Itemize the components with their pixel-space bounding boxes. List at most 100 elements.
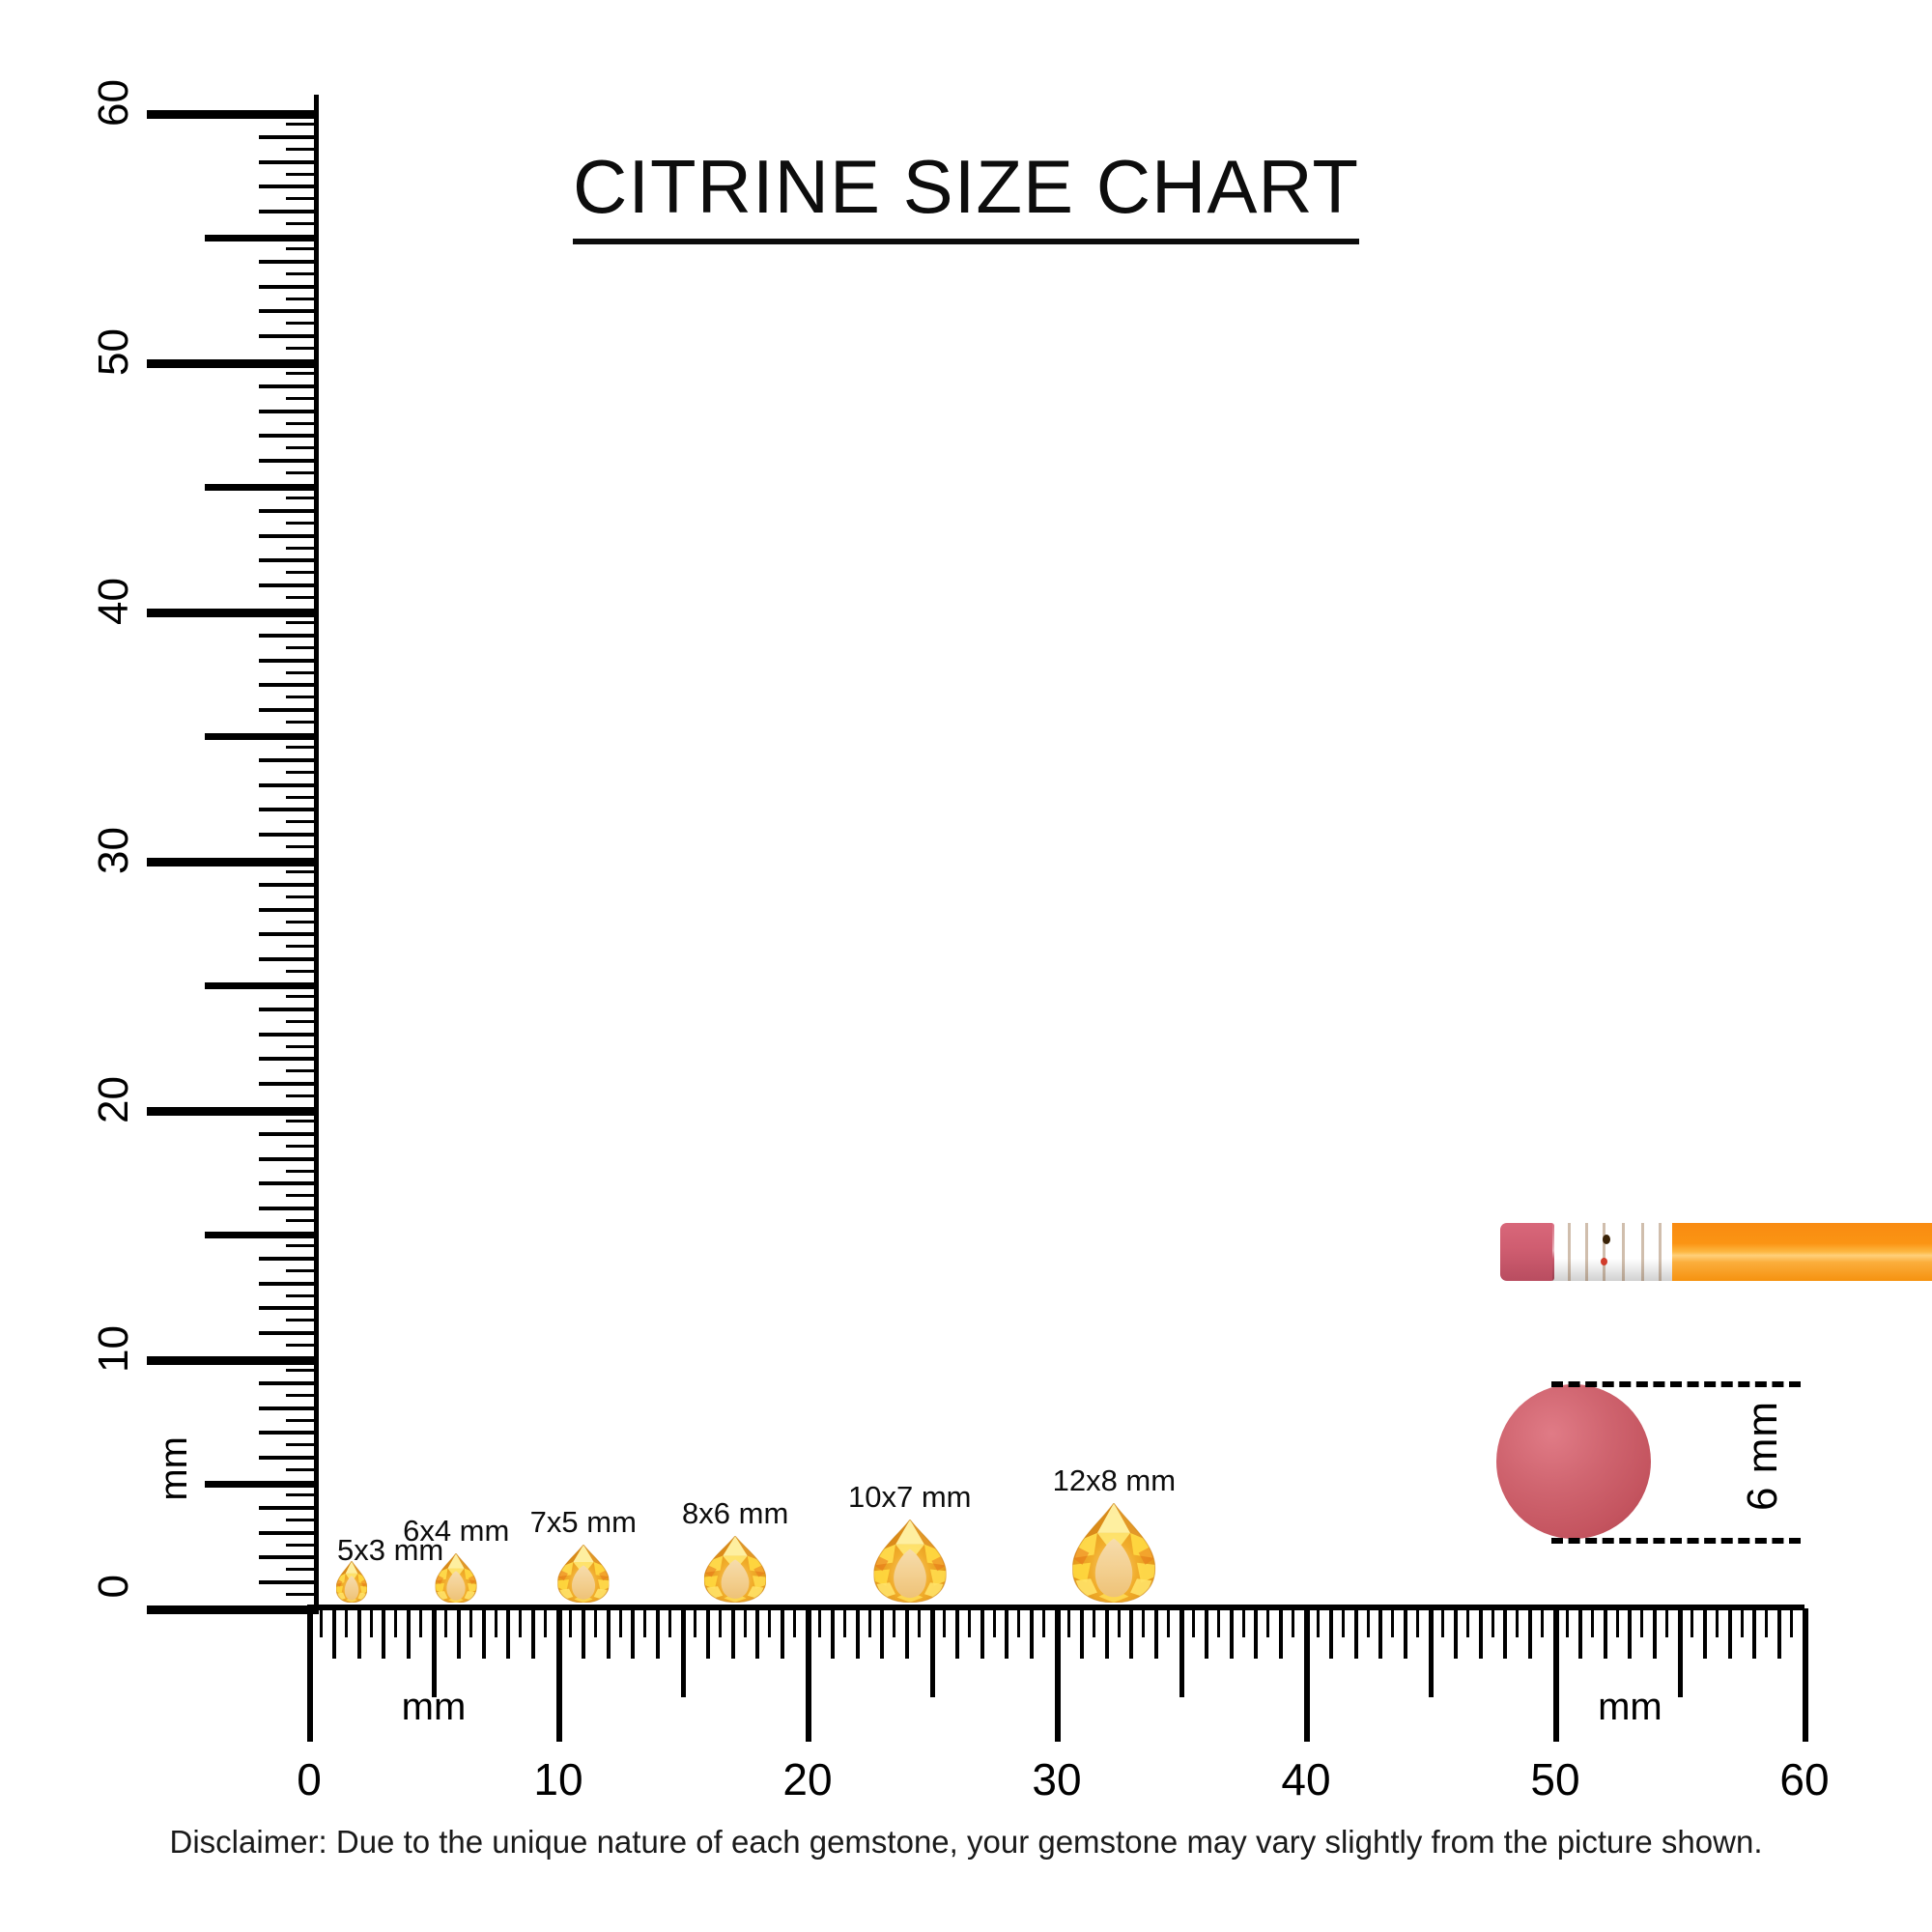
- dimension-line-top: [1551, 1381, 1801, 1387]
- ruler-tick: [286, 1194, 319, 1198]
- ruler-tick: [369, 1608, 373, 1637]
- ruler-tick: [1167, 1608, 1171, 1637]
- ruler-tick: [286, 371, 319, 375]
- ruler-tick: [205, 1481, 319, 1488]
- ruler-tick: [432, 1608, 437, 1697]
- ruler-tick: [286, 1119, 319, 1122]
- gemstone-shape[interactable]: [556, 1544, 611, 1607]
- disclaimer-text: Disclaimer: Due to the unique nature of …: [169, 1824, 1763, 1860]
- ruler-tick: [259, 683, 319, 688]
- pencil-ferrule-shine: [1552, 1223, 1674, 1281]
- ruler-tick: [1603, 1608, 1607, 1659]
- gemstone-item[interactable]: 7x5 mm: [530, 1505, 637, 1607]
- ruler-tick: [147, 609, 319, 617]
- horizontal-ruler: 0 10 20 30 40 50 60 mm mm: [297, 1608, 1830, 1804]
- ferrule-ring: [1585, 1223, 1588, 1281]
- ruler-tick: [1042, 1608, 1046, 1637]
- ruler-tick: [259, 1331, 319, 1336]
- ferrule-ring: [1641, 1223, 1644, 1281]
- gemstone-item[interactable]: 6x4 mm: [403, 1514, 509, 1607]
- ruler-tick: [286, 571, 319, 575]
- ruler-tick: [1765, 1608, 1769, 1637]
- ruler-tick: [259, 259, 319, 264]
- ruler-tick: [1577, 1608, 1582, 1659]
- ruler-tick: [806, 1608, 811, 1742]
- ruler-tick: [481, 1608, 486, 1659]
- ruler-tick: [286, 246, 319, 250]
- ruler-tick: [147, 858, 319, 867]
- ruler-tick: [259, 1306, 319, 1311]
- horizontal-ruler-unit: mm: [401, 1686, 467, 1728]
- horizontal-ruler-label: 50: [1530, 1754, 1580, 1804]
- ruler-tick: [286, 1219, 319, 1223]
- citrine-gem-icon: [872, 1519, 947, 1604]
- ruler-tick: [1366, 1608, 1370, 1637]
- ruler-tick: [286, 1492, 319, 1496]
- ruler-tick: [880, 1608, 885, 1659]
- ruler-tick: [259, 1032, 319, 1037]
- ruler-tick: [259, 1281, 319, 1286]
- ruler-tick: [1690, 1608, 1693, 1637]
- ruler-tick: [407, 1608, 412, 1659]
- citrine-gem-icon: [703, 1535, 767, 1604]
- ruler-tick: [286, 945, 319, 949]
- gemstone-item[interactable]: 8x6 mm: [682, 1496, 788, 1607]
- ruler-tick: [1740, 1608, 1744, 1637]
- ruler-tick: [1292, 1608, 1295, 1637]
- ruler-tick: [259, 1057, 319, 1062]
- ruler-tick: [286, 546, 319, 550]
- dimension-line-bottom: [1551, 1538, 1801, 1544]
- ruler-tick: [286, 820, 319, 824]
- gemstone-shape[interactable]: [703, 1535, 767, 1607]
- ruler-tick: [286, 1393, 319, 1397]
- gemstone-shape[interactable]: [335, 1560, 368, 1607]
- ruler-tick: [259, 633, 319, 638]
- ruler-tick: [286, 770, 319, 774]
- ruler-tick: [1079, 1608, 1084, 1659]
- ruler-tick: [259, 808, 319, 812]
- ruler-tick: [817, 1608, 821, 1637]
- ruler-tick: [1653, 1608, 1658, 1659]
- ruler-tick: [286, 521, 319, 525]
- ruler-tick: [1790, 1608, 1794, 1637]
- ruler-tick: [1453, 1608, 1458, 1659]
- ruler-tick: [286, 696, 319, 699]
- ruler-tick: [259, 1007, 319, 1011]
- ruler-tick: [1665, 1608, 1669, 1637]
- ferrule-ring: [1622, 1223, 1625, 1281]
- ruler-tick: [1640, 1608, 1644, 1637]
- ruler-tick: [730, 1608, 735, 1659]
- citrine-gem-icon: [556, 1544, 611, 1604]
- ruler-tick: [718, 1608, 722, 1637]
- gemstone-item[interactable]: 12x8 mm: [1053, 1463, 1176, 1607]
- ruler-tick: [286, 920, 319, 923]
- gemstone-size-label: 10x7 mm: [848, 1480, 972, 1515]
- gemstone-shape[interactable]: [435, 1551, 478, 1607]
- ruler-tick: [531, 1608, 536, 1659]
- ruler-tick: [1154, 1608, 1159, 1659]
- vertical-ruler-unit: mm: [153, 1436, 195, 1501]
- vertical-ruler: [145, 95, 319, 1614]
- ruler-tick: [259, 882, 319, 887]
- ruler-tick: [867, 1608, 871, 1637]
- ruler-tick: [259, 334, 319, 339]
- ruler-tick: [147, 359, 319, 368]
- vertical-ruler-label: 10: [90, 1325, 137, 1373]
- gemstone-shape[interactable]: [872, 1519, 947, 1607]
- ruler-tick: [1615, 1608, 1619, 1637]
- vertical-ruler-label: 60: [90, 79, 137, 127]
- ruler-tick: [743, 1608, 747, 1637]
- ruler-tick: [286, 869, 319, 873]
- ruler-tick: [1404, 1608, 1408, 1659]
- gemstone-shape[interactable]: [1072, 1502, 1156, 1607]
- ruler-tick: [419, 1608, 423, 1637]
- pencil-eraser: [1500, 1223, 1554, 1281]
- ruler-tick: [286, 1069, 319, 1073]
- gemstone-item[interactable]: 5x3 mm: [335, 1533, 443, 1607]
- ruler-tick: [259, 1256, 319, 1261]
- ruler-tick: [494, 1608, 497, 1637]
- ruler-tick: [286, 172, 319, 176]
- pencil-reference: [1500, 1223, 1932, 1281]
- gemstone-item[interactable]: 10x7 mm: [848, 1480, 972, 1607]
- ruler-tick: [286, 994, 319, 998]
